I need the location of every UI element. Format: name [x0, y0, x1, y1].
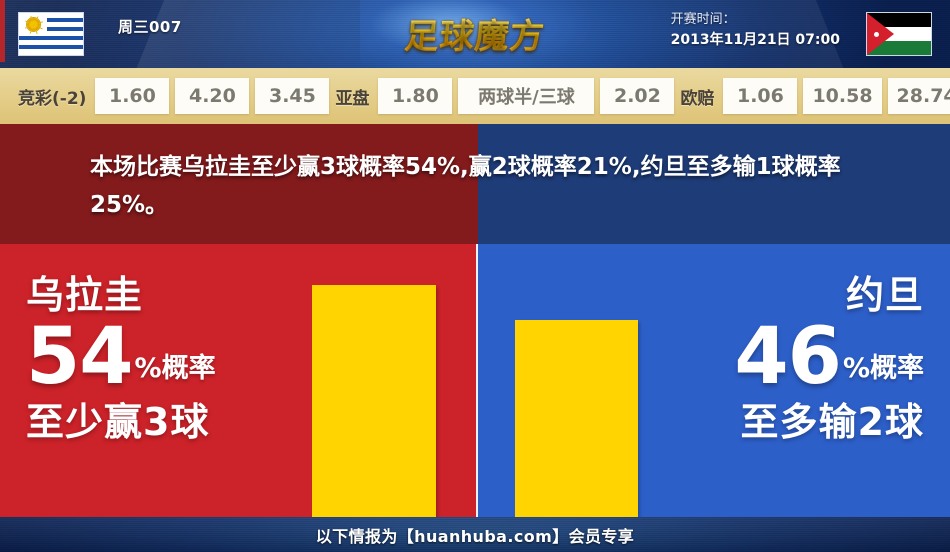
- probability-chart: 乌拉圭 54 %概率 至少赢3球 约旦 46 %概率 至多输2球: [0, 244, 950, 517]
- away-percent-suffix: %概率: [842, 353, 924, 385]
- header-bar: 周三007 足球魔方 开赛时间： 2013年11月21日 07:00: [0, 0, 950, 68]
- jordan-flag-icon: [866, 12, 932, 56]
- away-percent-row: 46 %概率: [650, 312, 924, 402]
- uruguay-flag-icon: [18, 12, 84, 56]
- summary-banner: 本场比赛乌拉圭至少赢3球概率54%,赢2球概率21%,约旦至多输1球概率25%。: [0, 124, 950, 244]
- banner-left-background: [0, 124, 478, 244]
- site-logo[interactable]: 足球魔方: [360, 0, 590, 68]
- odds-cell-asian-2[interactable]: 2.02: [600, 78, 675, 114]
- footer-text: 以下情报为【huanhuba.com】会员专享: [315, 526, 635, 546]
- odds-group-jingcai: 竞彩(-2) 1.60 4.20 3.45: [18, 78, 335, 114]
- home-stats: 乌拉圭 54 %概率 至少赢3球: [0, 244, 300, 517]
- odds-cell-jingcai-3[interactable]: 3.45: [255, 78, 330, 114]
- footer-bar: 以下情报为【huanhuba.com】会员专享: [0, 517, 950, 552]
- logo-text: 足球魔方: [403, 9, 547, 58]
- home-percent-suffix: %概率: [134, 353, 216, 385]
- header-red-accent: [0, 0, 5, 62]
- odds-label-jingcai: 竞彩(-2): [18, 88, 87, 109]
- banner-right-background: [478, 124, 950, 244]
- away-probability-bar: [515, 320, 638, 517]
- kickoff-block: 开赛时间： 2013年11月21日 07:00: [671, 10, 840, 51]
- odds-label-asian: 亚盘: [335, 88, 370, 109]
- odds-bar: 竞彩(-2) 1.60 4.20 3.45 亚盘 1.80 两球半/三球 2.0…: [0, 68, 950, 124]
- home-probability-bar: [312, 285, 436, 517]
- panel-divider: [476, 244, 478, 517]
- odds-cell-european-2[interactable]: 10.58: [803, 78, 882, 114]
- odds-cell-jingcai-2[interactable]: 4.20: [175, 78, 250, 114]
- odds-cell-jingcai-1[interactable]: 1.60: [95, 78, 170, 114]
- odds-group-asian: 亚盘 1.80 两球半/三球 2.02: [335, 78, 680, 114]
- away-outcome: 至多输2球: [740, 400, 924, 445]
- odds-cell-european-1[interactable]: 1.06: [723, 78, 798, 114]
- home-percent-row: 54 %概率: [26, 312, 300, 402]
- away-team-name: 约旦: [845, 273, 924, 317]
- kickoff-time: 2013年11月21日 07:00: [670, 32, 840, 48]
- match-number: 周三007: [118, 18, 182, 36]
- summary-text: 本场比赛乌拉圭至少赢3球概率54%,赢2球概率21%,约旦至多输1球概率25%。: [90, 154, 841, 218]
- odds-cell-european-3[interactable]: 28.74: [887, 78, 950, 114]
- home-outcome: 至少赢3球: [26, 400, 210, 445]
- odds-label-european: 欧赔: [680, 88, 715, 109]
- kickoff-label: 开赛时间：: [670, 12, 736, 27]
- away-stats: 约旦 46 %概率 至多输2球: [650, 244, 950, 517]
- away-percent-value: 46: [734, 312, 842, 402]
- odds-group-european: 欧赔 1.06 10.58 28.74: [680, 78, 950, 114]
- odds-cell-asian-1[interactable]: 1.80: [378, 78, 453, 114]
- odds-cell-asian-line[interactable]: 两球半/三球: [458, 78, 595, 114]
- home-percent-value: 54: [26, 312, 134, 402]
- home-team-name: 乌拉圭: [26, 273, 144, 317]
